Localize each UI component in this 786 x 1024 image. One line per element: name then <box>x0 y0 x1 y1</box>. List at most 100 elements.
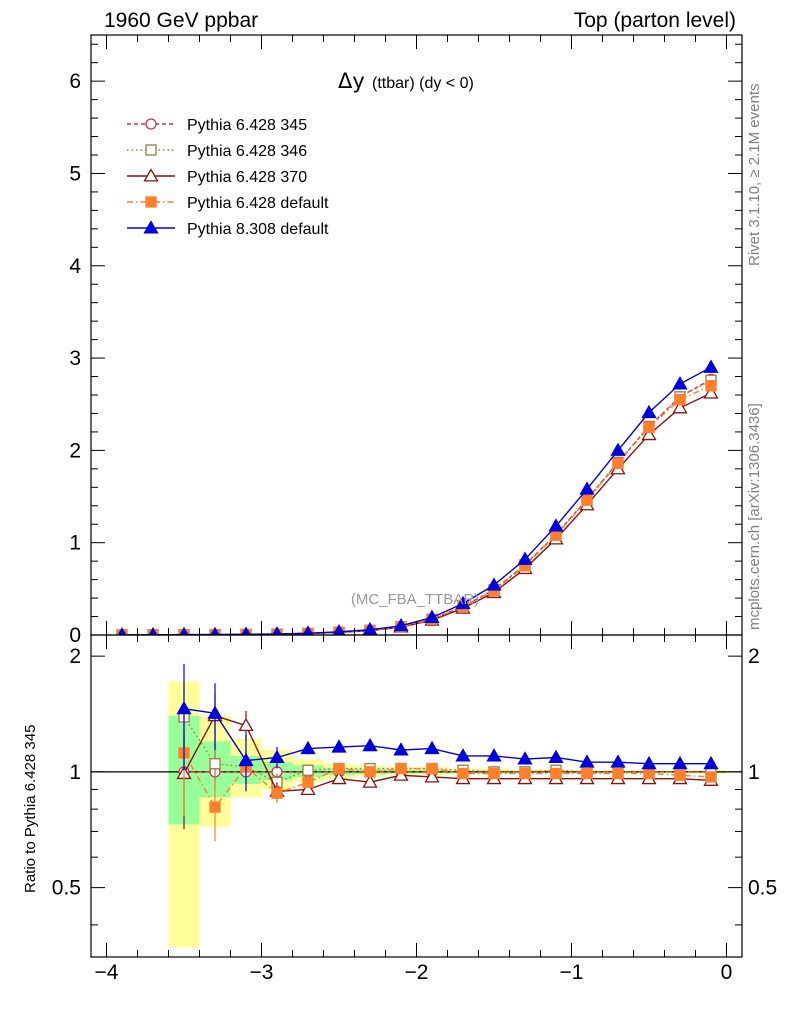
x-tick-label: −1 <box>560 961 584 984</box>
main-point-s4-2 <box>179 626 189 635</box>
ratio-point-s3-14 <box>612 767 624 780</box>
ratio-y-tick-label-left: 1 <box>69 761 81 784</box>
ratio-point-s4-12 <box>548 749 564 764</box>
ratio-point-s1-1 <box>209 758 221 770</box>
header-left: 1960 GeV ppbar <box>104 9 259 32</box>
ratio-point-s3-4 <box>302 776 314 788</box>
main-point-s2-19 <box>703 385 719 399</box>
legend-marker-0 <box>145 118 157 130</box>
ratio-y-tick-label-left: 0.5 <box>52 877 81 900</box>
main-point-s4-9 <box>393 617 409 632</box>
main-point-s4-0 <box>117 627 127 635</box>
main-y-tick-label: 5 <box>69 162 81 185</box>
main-point-s2-17 <box>641 426 657 441</box>
ratio-point-s3-12 <box>550 767 562 780</box>
main-point-s4-19 <box>703 359 719 373</box>
main-point-s4-7 <box>332 624 346 635</box>
ratio-point-s4-8 <box>424 740 440 755</box>
main-point-s3-14 <box>550 529 562 541</box>
ratio-point-s4-5 <box>331 739 347 753</box>
main-point-s4-3 <box>210 626 220 635</box>
main-y-tick-label: 1 <box>69 532 81 555</box>
x-tick-label: −4 <box>95 961 119 984</box>
ratio-point-s4-16 <box>672 755 688 770</box>
ratio-point-s3-3 <box>271 787 283 799</box>
main-point-s4-10 <box>424 609 440 623</box>
main-point-s3-18 <box>674 393 686 406</box>
ratio-series-group <box>91 663 742 842</box>
legend-label-3: Pythia 6.428 default <box>187 195 329 212</box>
ratio-point-s3-6 <box>364 766 376 778</box>
analysis-watermark: (MC_FBA_TTBAR) <box>351 591 479 608</box>
ratio-point-s4-14 <box>610 754 626 768</box>
header-right: Top (parton level) <box>573 9 736 32</box>
ratio-point-s4-10 <box>486 748 502 762</box>
axes-group: 0 1 2 3 4 5 6 0.5 0.5 1 1 2 2 −4 −3 −2 −1 0 <box>52 34 777 984</box>
main-point-s4-18 <box>672 376 688 390</box>
ratio-y-tick-label-right: 0.5 <box>748 877 777 900</box>
main-point-s4-11 <box>455 595 471 610</box>
ratio-point-s4-13 <box>579 754 595 768</box>
ratio-point-s4-9 <box>455 748 471 762</box>
main-point-s2-18 <box>672 400 688 414</box>
plot-title-sub: (ttbar) (dy < 0) <box>372 75 474 92</box>
ratio-point-s4-3 <box>269 749 285 764</box>
legend-label-2: Pythia 6.428 370 <box>187 169 307 186</box>
ratio-point-s4-4 <box>300 740 316 755</box>
main-y-tick-label: 4 <box>69 255 81 278</box>
legend-label-0: Pythia 6.428 345 <box>187 117 307 134</box>
x-tick-label: −2 <box>405 961 429 984</box>
ratio-uncertainty-bands <box>168 681 727 948</box>
ratio-point-s4-6 <box>362 737 378 752</box>
ratio-line-series-4 <box>183 708 711 765</box>
legend-marker-4 <box>143 220 159 234</box>
legend-label-4: Pythia 8.308 default <box>187 221 329 238</box>
ratio-point-s2-8 <box>424 769 440 783</box>
ratio-point-s2-6 <box>362 774 378 788</box>
ratio-point-s4-0 <box>176 700 192 715</box>
ratio-point-s3-7 <box>395 762 407 775</box>
main-y-tick-label: 2 <box>69 439 81 462</box>
ratio-point-s2-4 <box>300 781 316 795</box>
main-y-tick-label: 6 <box>69 70 81 93</box>
ratio-y-tick-label-right: 2 <box>748 645 760 668</box>
legend-marker-1 <box>145 144 157 156</box>
main-point-s4-4 <box>241 626 251 635</box>
main-point-s4-5 <box>271 626 283 635</box>
main-point-s4-1 <box>148 627 158 635</box>
ratio-point-s1-4 <box>302 764 314 776</box>
main-point-s4-14 <box>548 518 564 532</box>
ratio-point-s3-13 <box>581 767 593 780</box>
main-point-s3-17 <box>643 421 655 433</box>
main-point-s4-17 <box>641 404 657 419</box>
legend: Pythia 6.428 345 Pythia 6.428 346 Pythia 6… <box>127 117 329 238</box>
ratio-y-tick-label-left: 2 <box>69 645 81 668</box>
ratio-point-s4-17 <box>703 755 719 770</box>
ratio-point-s3-11 <box>519 767 531 780</box>
ratio-point-s4-7 <box>393 742 409 756</box>
ratio-point-s2-5 <box>331 770 347 785</box>
ratio-point-s3-9 <box>457 767 469 780</box>
x-tick-label: −3 <box>250 961 274 984</box>
main-point-s4-12 <box>486 577 502 591</box>
ratio-point-s3-8 <box>426 762 438 775</box>
main-point-s3-16 <box>612 457 624 469</box>
legend-marker-2 <box>143 168 159 182</box>
main-y-tick-label: 3 <box>69 347 81 370</box>
ratio-point-s2-7 <box>393 767 409 781</box>
x-tick-label: 0 <box>721 961 733 984</box>
legend-label-1: Pythia 6.428 346 <box>187 143 307 160</box>
ratio-point-s3-10 <box>488 767 500 780</box>
ratio-point-s4-11 <box>517 751 533 765</box>
ratio-point-s4-2 <box>238 752 254 767</box>
main-point-s4-13 <box>517 551 533 565</box>
ratio-point-s4-15 <box>641 755 657 770</box>
main-point-s4-6 <box>302 625 314 635</box>
ratio-point-s3-16 <box>674 769 686 781</box>
main-y-tick-label: 0 <box>69 624 81 647</box>
ratio-point-s3-17 <box>705 771 717 783</box>
ratio-point-s3-1 <box>209 801 221 813</box>
main-point-s3-15 <box>581 494 593 506</box>
legend-marker-3 <box>145 196 157 208</box>
